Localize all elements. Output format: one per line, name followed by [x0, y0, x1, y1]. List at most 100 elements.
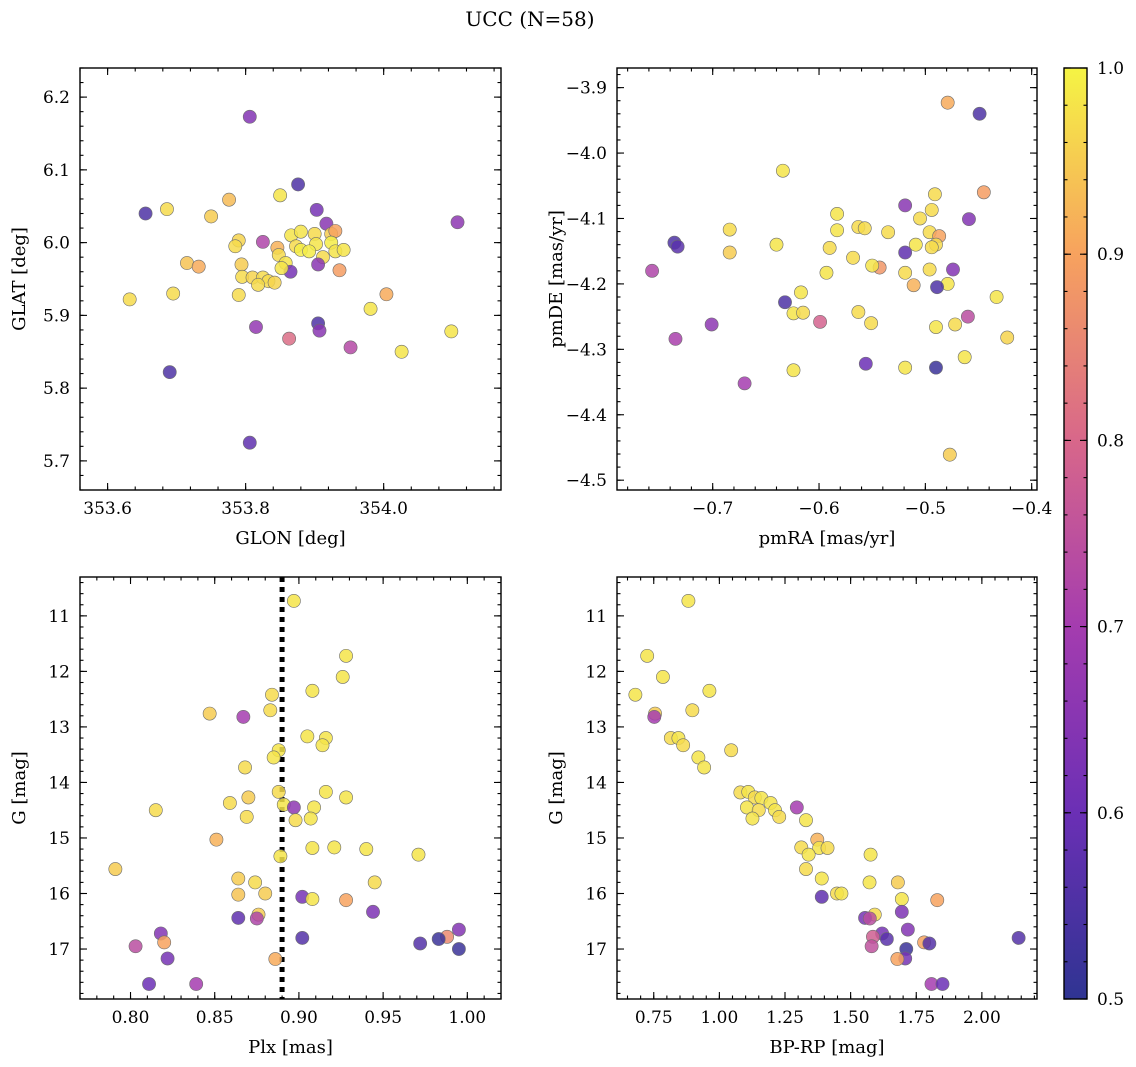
- data-point: [957, 350, 972, 365]
- data-point: [413, 936, 428, 951]
- y-tick-label: 13: [48, 718, 70, 738]
- x-axis-label: Plx [mas]: [248, 1037, 333, 1058]
- data-point: [913, 211, 927, 226]
- data-point: [676, 738, 691, 753]
- y-tick-label: 5.8: [43, 379, 70, 399]
- data-point: [363, 301, 378, 316]
- data-point: [737, 376, 752, 391]
- data-point: [444, 324, 459, 339]
- data-point: [451, 942, 466, 956]
- data-point: [339, 648, 353, 663]
- data-point: [948, 317, 963, 332]
- x-tick-label: 1.75: [897, 1008, 935, 1028]
- y-tick-label: 14: [585, 773, 607, 793]
- data-point: [799, 862, 813, 876]
- colorbar-gradient: [1064, 68, 1087, 999]
- y-tick-label: 12: [48, 662, 70, 682]
- x-tick-label: 0.80: [112, 1008, 150, 1028]
- data-point: [242, 109, 257, 124]
- data-point: [332, 263, 347, 278]
- data-point: [796, 305, 810, 320]
- data-point: [898, 198, 913, 213]
- data-point: [327, 840, 342, 855]
- data-point: [858, 356, 873, 371]
- data-point: [166, 286, 181, 301]
- data-point: [288, 813, 303, 828]
- data-point: [431, 932, 446, 946]
- y-axis-label: GLAT [deg]: [9, 227, 30, 331]
- x-tick-label: 1.50: [832, 1008, 870, 1028]
- data-point: [312, 323, 327, 338]
- data-point: [300, 729, 315, 744]
- x-tick-label: 0.95: [364, 1008, 402, 1028]
- data-point: [820, 841, 835, 855]
- data-point: [315, 738, 330, 753]
- y-tick-label: 13: [585, 718, 607, 738]
- data-point: [263, 703, 278, 718]
- data-point: [336, 242, 351, 257]
- y-axis-label: G [mag]: [546, 751, 567, 824]
- colorbar-frame: [1063, 67, 1088, 1000]
- data-point: [286, 800, 301, 815]
- data-point: [367, 875, 382, 890]
- data-point: [972, 106, 987, 121]
- x-tick-label: 1.00: [448, 1008, 486, 1028]
- y-tick-label: 17: [585, 940, 607, 960]
- data-point: [189, 977, 204, 991]
- data-point: [822, 241, 837, 255]
- data-point: [209, 832, 224, 847]
- plot-panels: 353.6 353.8 354.0 5.7 5.8 5.9 6.0 6.1 6.2 GLON [d…: [9, 67, 1052, 1058]
- axes-frame: [79, 576, 502, 1000]
- data-point: [670, 239, 685, 254]
- data-point: [204, 209, 219, 224]
- data-point: [645, 263, 659, 278]
- x-tick-label: 354.0: [359, 499, 408, 519]
- data-point: [647, 710, 662, 724]
- data-point: [148, 803, 163, 818]
- data-point: [291, 177, 305, 192]
- axes-frame: [616, 576, 1038, 1000]
- data-point: [722, 245, 737, 260]
- data-point: [160, 202, 174, 217]
- y-tick-label: 15: [48, 829, 70, 849]
- data-point: [846, 250, 860, 265]
- data-point: [1000, 330, 1015, 345]
- data-point: [702, 683, 717, 698]
- colorbar-tick-label: 0.9: [1097, 245, 1124, 265]
- data-point: [890, 952, 905, 966]
- data-point: [851, 305, 866, 319]
- data-point: [249, 911, 264, 926]
- data-point: [318, 784, 333, 799]
- data-point: [303, 811, 318, 826]
- y-tick-label: 14: [48, 773, 70, 793]
- y-tick-label: −3.9: [566, 79, 607, 99]
- data-point: [935, 977, 950, 991]
- data-point: [394, 344, 409, 359]
- data-point: [801, 847, 816, 862]
- data-point: [906, 278, 921, 293]
- x-tick-label: −0.7: [692, 499, 733, 519]
- data-point: [255, 234, 270, 249]
- y-tick-label: 5.9: [43, 306, 70, 326]
- data-point: [819, 265, 834, 280]
- data-point: [305, 683, 320, 698]
- data-point: [929, 320, 943, 334]
- panel-pmra-pmde: −0.7 −0.6 −0.5 −0.4 −4.5 −4.4 −4.3 −4.2 −4.1 −4.0…: [546, 67, 1052, 549]
- data-point: [379, 287, 394, 302]
- data-point: [898, 265, 913, 280]
- data-point: [236, 710, 251, 724]
- x-tick-label: 353.6: [83, 499, 132, 519]
- data-point: [772, 809, 787, 824]
- data-point: [142, 977, 156, 991]
- data-point: [900, 922, 915, 937]
- data-point: [789, 800, 804, 815]
- data-point: [786, 363, 801, 378]
- data-point: [274, 261, 289, 275]
- data-point: [745, 811, 760, 826]
- data-point: [928, 187, 942, 202]
- data-point: [799, 813, 813, 828]
- data-point: [328, 224, 343, 238]
- data-point: [894, 892, 909, 906]
- data-point: [794, 285, 808, 300]
- data-point: [908, 237, 923, 252]
